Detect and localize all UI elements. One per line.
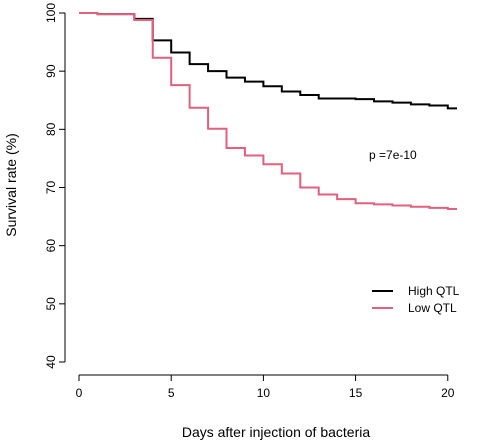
axes: 0 5 10 15 20 40 50 60 70 80 90 100 bbox=[44, 3, 455, 400]
series-line-low-qtl bbox=[79, 12, 457, 211]
x-tick-label: 20 bbox=[441, 386, 455, 400]
x-tick-label: 0 bbox=[76, 386, 83, 400]
x-tick-label: 10 bbox=[257, 386, 271, 400]
legend-label: High QTL bbox=[408, 284, 460, 298]
p-value-annotation: p =7e-10 bbox=[369, 148, 417, 162]
y-tick-label: 80 bbox=[44, 122, 58, 136]
series-group bbox=[79, 12, 457, 211]
y-tick-label: 70 bbox=[44, 181, 58, 195]
y-tick-label: 100 bbox=[44, 3, 58, 23]
series-line-high-qtl bbox=[79, 12, 457, 110]
x-tick-label: 5 bbox=[168, 386, 175, 400]
x-axis-title: Days after injection of bacteria bbox=[182, 424, 371, 440]
y-ticks: 40 50 60 70 80 90 100 bbox=[44, 3, 65, 369]
y-tick-label: 60 bbox=[44, 239, 58, 253]
y-tick-label: 50 bbox=[44, 297, 58, 311]
y-tick-label: 40 bbox=[44, 355, 58, 369]
y-axis-title: Survival rate (%) bbox=[3, 133, 19, 236]
legend-label: Low QTL bbox=[408, 301, 457, 315]
x-tick-label: 15 bbox=[349, 386, 363, 400]
y-tick-label: 90 bbox=[44, 64, 58, 78]
legend: High QTL Low QTL bbox=[372, 284, 460, 315]
x-ticks: 0 5 10 15 20 bbox=[76, 375, 455, 400]
